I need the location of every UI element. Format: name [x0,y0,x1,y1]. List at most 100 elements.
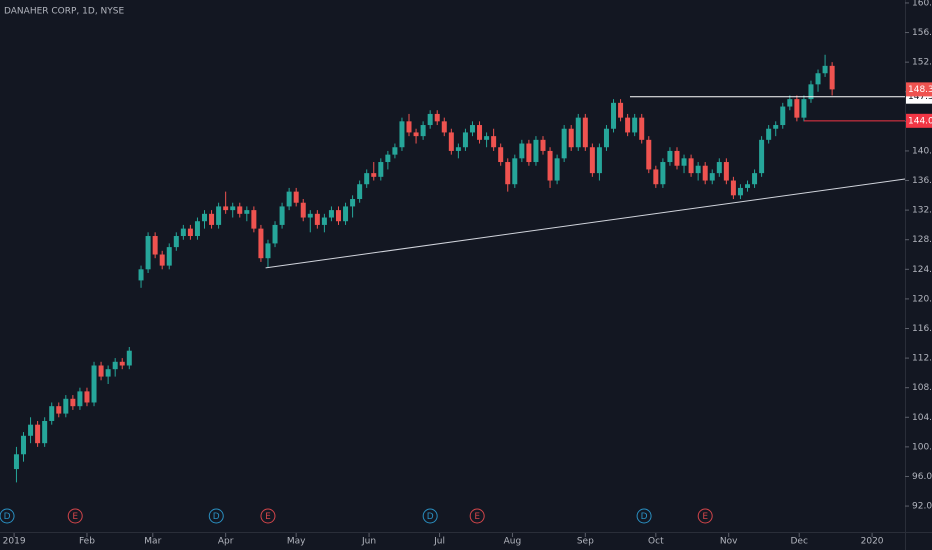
candle-body [293,191,299,203]
candle-body [392,147,398,155]
candle-body [230,206,236,211]
candle-body [279,206,285,225]
candle-body [350,199,356,207]
candle-body [723,162,729,181]
candle-body [209,213,215,225]
x-tick-label: Sep [577,537,594,547]
candle-body [575,117,581,148]
candle-body [484,136,490,140]
candle-body [759,139,765,174]
candle-body [166,247,172,266]
candle-body [752,173,758,185]
candle-body [681,158,687,166]
candle-body [364,173,370,185]
candle-body [258,228,264,259]
level-label: 144.07 [908,116,932,126]
event-label: E [702,512,708,522]
candle-body [378,162,384,177]
candle-body [343,206,349,222]
candle-body [766,128,772,140]
candle-body [547,150,553,181]
candle-body [119,361,125,366]
candle-body [441,121,447,133]
candle-body [491,136,497,148]
x-tick-label: Jun [361,537,376,547]
candle-body [745,184,751,188]
candle-body [105,369,111,377]
candle-body [582,117,588,148]
y-tick-label: 136.00 [912,176,932,186]
candle-body [794,99,800,118]
x-tick-label: Dec [791,537,808,547]
event-marker [0,508,15,524]
event-marker [636,508,652,524]
candle-body [98,365,104,377]
candle-body [829,65,835,90]
candle-body [667,150,673,163]
candle-body [674,150,680,166]
event-marker [469,508,485,524]
candle-body [272,224,278,244]
x-tick-label: Aug [504,537,522,547]
y-tick-label: 108.00 [912,383,932,393]
candle-body [448,132,454,151]
candle-body [505,162,511,185]
candle-body [589,147,595,174]
candle-body [653,169,659,185]
candle-body [660,162,666,185]
candle-body [554,158,560,181]
candle-body [632,117,638,133]
candle-body [519,143,525,159]
candle-body [328,210,334,218]
candle-body [822,65,828,74]
x-tick-label: Apr [218,537,234,547]
candle-body [194,221,200,237]
last-price-label: 148.32 [908,85,932,95]
candle-body [187,228,193,237]
candle-body [611,102,617,129]
x-tick-label: Feb [79,537,95,547]
candle-body [568,128,574,148]
y-tick-label: 132.00 [912,206,932,216]
candle-body [801,99,807,118]
y-tick-label: 124.00 [912,265,932,275]
candle-body [787,99,793,107]
candle-body [688,158,694,174]
candle-body [286,191,292,207]
level-label-box [906,113,932,128]
x-tick-label: 2019 [3,537,26,547]
candle-body [307,213,313,218]
candle-body [498,147,504,163]
candle-body [335,210,341,222]
candle-body [216,206,222,225]
candle-body [180,228,186,237]
candle-body [56,406,62,414]
candle-body [126,350,132,366]
candle-body [808,84,814,100]
event-label: E [265,512,271,522]
event-label: E [474,512,480,522]
candle-body [462,132,468,148]
candle-body [625,117,631,133]
y-tick-label: 120.00 [912,294,932,304]
event-marker [260,508,276,524]
candle-body [35,424,41,444]
x-tick-label: May [287,537,306,547]
x-tick-label: Nov [720,537,738,547]
y-tick-label: 100.00 [912,442,932,452]
candle-body [321,217,327,225]
y-tick-label: 140.00 [912,146,932,156]
candle-body [91,365,97,403]
event-label: D [427,512,434,522]
x-tick-label: 2020 [861,537,884,547]
event-label: D [641,512,648,522]
y-tick-label: 112.00 [912,354,932,364]
y-tick-label: 116.00 [912,324,932,334]
y-tick-label: 92.00 [912,502,932,512]
chart-title: DANAHER CORP, 1D, NYSE [4,7,124,17]
candle-body [145,236,151,270]
candle-body [434,113,440,122]
candle-body [780,106,786,126]
